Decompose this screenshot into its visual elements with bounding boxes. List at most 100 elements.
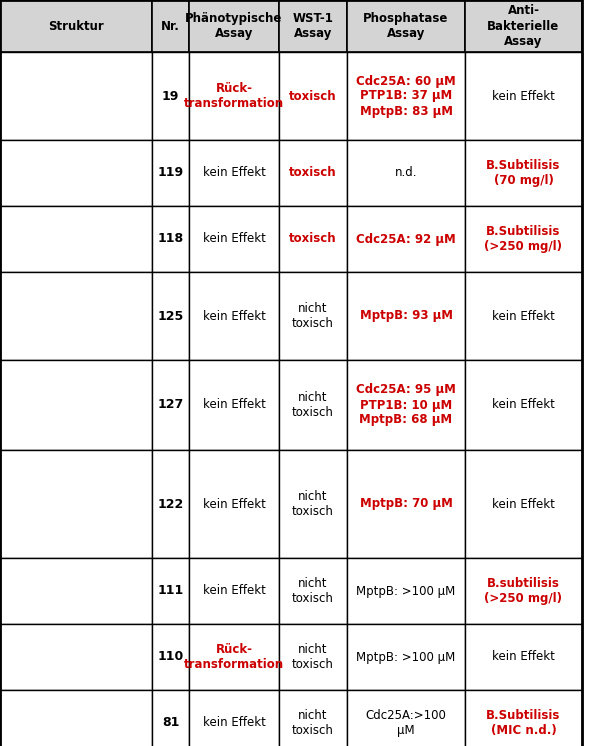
Text: kein Effekt: kein Effekt bbox=[492, 310, 555, 322]
Bar bbox=[279, 624, 347, 690]
Bar bbox=[279, 140, 347, 206]
Bar bbox=[189, 360, 279, 450]
Text: Cdc25A: 95 μM
PTP1B: 10 μM
MptpB: 68 μM: Cdc25A: 95 μM PTP1B: 10 μM MptpB: 68 μM bbox=[356, 383, 456, 427]
Bar bbox=[189, 272, 279, 360]
Text: toxisch: toxisch bbox=[289, 233, 337, 245]
Text: toxisch: toxisch bbox=[289, 166, 337, 180]
Text: MptpB: >100 μM: MptpB: >100 μM bbox=[356, 585, 455, 598]
Text: nicht
toxisch: nicht toxisch bbox=[292, 490, 334, 518]
Text: kein Effekt: kein Effekt bbox=[492, 498, 555, 510]
Bar bbox=[347, 206, 465, 272]
Text: toxisch: toxisch bbox=[289, 90, 337, 102]
Bar bbox=[347, 690, 465, 746]
Text: Rück-
transformation: Rück- transformation bbox=[184, 643, 284, 671]
Bar bbox=[152, 360, 189, 450]
Bar bbox=[279, 0, 347, 52]
Bar bbox=[279, 558, 347, 624]
Text: Phosphatase
Assay: Phosphatase Assay bbox=[364, 12, 449, 40]
Text: B.subtilisis
(>250 mg/l): B.subtilisis (>250 mg/l) bbox=[485, 577, 563, 605]
Bar bbox=[279, 52, 347, 140]
Text: 119: 119 bbox=[157, 166, 184, 180]
Bar bbox=[189, 0, 279, 52]
Bar bbox=[0, 52, 152, 140]
Bar bbox=[347, 360, 465, 450]
Bar bbox=[189, 690, 279, 746]
Text: MptpB: 70 μM: MptpB: 70 μM bbox=[359, 498, 452, 510]
Text: kein Effekt: kein Effekt bbox=[203, 716, 265, 730]
Bar bbox=[465, 624, 582, 690]
Bar bbox=[152, 450, 189, 558]
Text: nicht
toxisch: nicht toxisch bbox=[292, 577, 334, 605]
Text: kein Effekt: kein Effekt bbox=[203, 166, 265, 180]
Bar bbox=[0, 690, 152, 746]
Text: kein Effekt: kein Effekt bbox=[203, 310, 265, 322]
Bar bbox=[152, 140, 189, 206]
Bar bbox=[152, 52, 189, 140]
Text: n.d.: n.d. bbox=[395, 166, 417, 180]
Text: Cdc25A:>100
μM: Cdc25A:>100 μM bbox=[365, 709, 446, 737]
Text: kein Effekt: kein Effekt bbox=[203, 498, 265, 510]
Bar bbox=[152, 206, 189, 272]
Bar bbox=[465, 52, 582, 140]
Text: kein Effekt: kein Effekt bbox=[203, 233, 265, 245]
Text: nicht
toxisch: nicht toxisch bbox=[292, 391, 334, 419]
Text: 122: 122 bbox=[157, 498, 184, 510]
Bar bbox=[465, 206, 582, 272]
Bar bbox=[152, 558, 189, 624]
Bar bbox=[347, 52, 465, 140]
Bar bbox=[347, 624, 465, 690]
Text: nicht
toxisch: nicht toxisch bbox=[292, 709, 334, 737]
Text: B.Subtilisis
(70 mg/l): B.Subtilisis (70 mg/l) bbox=[486, 159, 561, 187]
Text: 19: 19 bbox=[162, 90, 179, 102]
Text: 125: 125 bbox=[157, 310, 184, 322]
Bar bbox=[0, 0, 152, 52]
Text: 110: 110 bbox=[157, 651, 184, 663]
Bar bbox=[0, 360, 152, 450]
Bar bbox=[347, 450, 465, 558]
Bar bbox=[189, 52, 279, 140]
Bar bbox=[465, 450, 582, 558]
Bar bbox=[465, 272, 582, 360]
Text: 127: 127 bbox=[157, 398, 184, 412]
Bar bbox=[347, 0, 465, 52]
Text: kein Effekt: kein Effekt bbox=[203, 585, 265, 598]
Bar bbox=[189, 450, 279, 558]
Text: Struktur: Struktur bbox=[48, 19, 104, 33]
Text: kein Effekt: kein Effekt bbox=[492, 651, 555, 663]
Bar bbox=[152, 624, 189, 690]
Bar bbox=[0, 140, 152, 206]
Text: MptpB: >100 μM: MptpB: >100 μM bbox=[356, 651, 455, 663]
Text: nicht
toxisch: nicht toxisch bbox=[292, 643, 334, 671]
Bar bbox=[189, 624, 279, 690]
Bar bbox=[0, 558, 152, 624]
Bar bbox=[152, 0, 189, 52]
Bar bbox=[279, 690, 347, 746]
Bar bbox=[189, 140, 279, 206]
Text: 118: 118 bbox=[157, 233, 184, 245]
Bar bbox=[465, 558, 582, 624]
Bar bbox=[0, 624, 152, 690]
Bar bbox=[465, 140, 582, 206]
Bar bbox=[0, 206, 152, 272]
Text: B.Subtilisis
(MIC n.d.): B.Subtilisis (MIC n.d.) bbox=[486, 709, 561, 737]
Bar bbox=[0, 272, 152, 360]
Text: 111: 111 bbox=[157, 585, 184, 598]
Bar bbox=[152, 690, 189, 746]
Text: Phänotypische
Assay: Phänotypische Assay bbox=[185, 12, 283, 40]
Bar bbox=[189, 206, 279, 272]
Text: kein Effekt: kein Effekt bbox=[203, 398, 265, 412]
Text: WST-1
Assay: WST-1 Assay bbox=[293, 12, 333, 40]
Bar bbox=[152, 272, 189, 360]
Bar bbox=[347, 558, 465, 624]
Bar bbox=[279, 206, 347, 272]
Bar bbox=[465, 690, 582, 746]
Text: Nr.: Nr. bbox=[161, 19, 180, 33]
Text: kein Effekt: kein Effekt bbox=[492, 398, 555, 412]
Text: Anti-
Bakterielle
Assay: Anti- Bakterielle Assay bbox=[488, 4, 560, 48]
Bar bbox=[465, 360, 582, 450]
Bar bbox=[465, 0, 582, 52]
Bar bbox=[0, 450, 152, 558]
Text: nicht
toxisch: nicht toxisch bbox=[292, 302, 334, 330]
Text: Rück-
transformation: Rück- transformation bbox=[184, 82, 284, 110]
Text: kein Effekt: kein Effekt bbox=[492, 90, 555, 102]
